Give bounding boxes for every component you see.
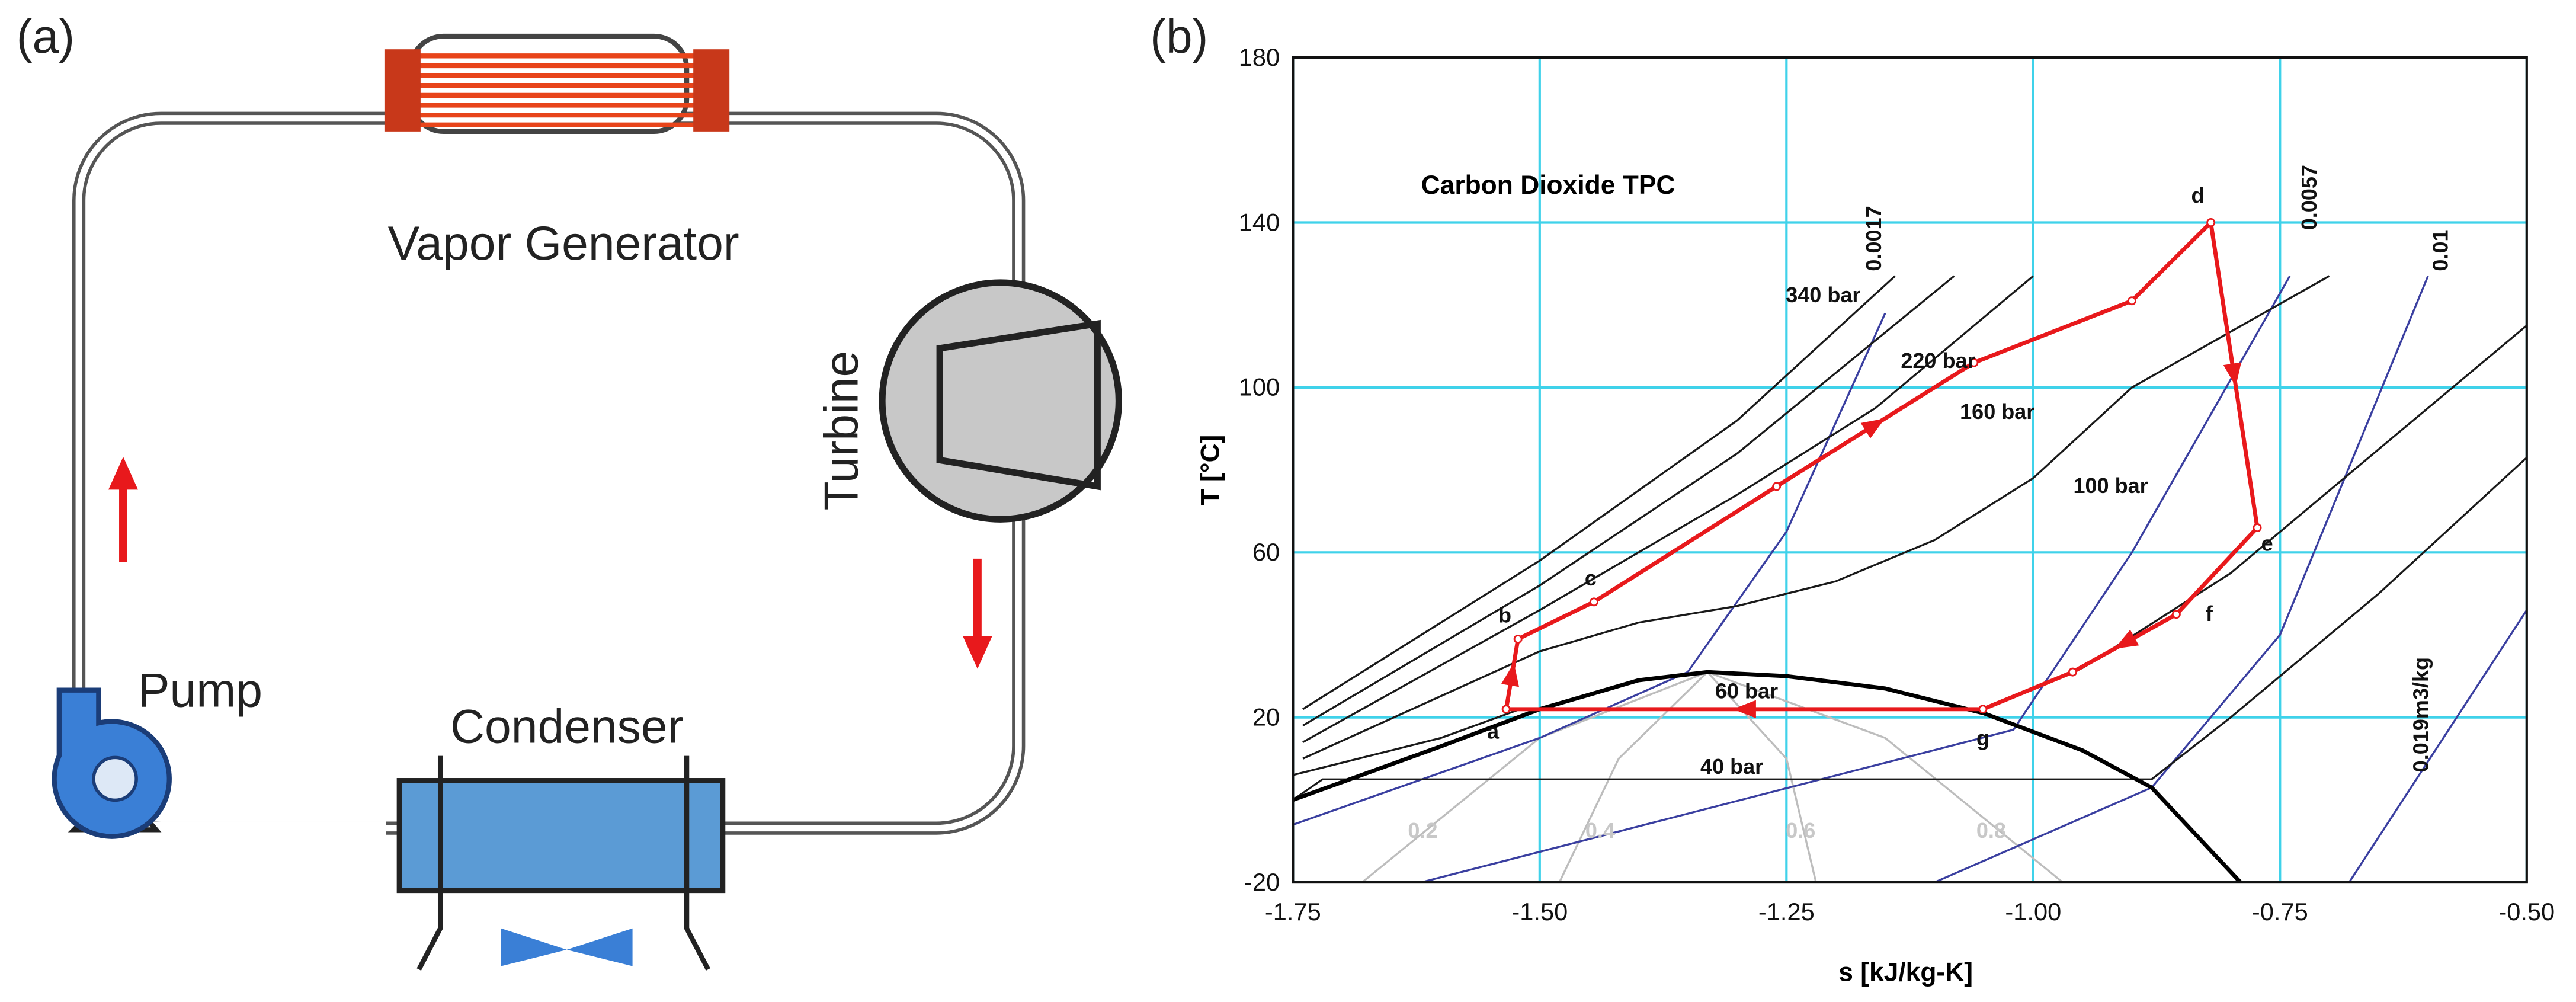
state-label: c (1585, 566, 1597, 590)
cycle-point (1969, 358, 1979, 367)
label: Condenser (450, 700, 683, 753)
flow-arrow (1733, 700, 1756, 719)
cycle-line (1504, 218, 2260, 712)
isobar (1302, 275, 1955, 726)
saturation-line (1293, 670, 2242, 883)
pump-eye (92, 755, 138, 802)
isobar (1293, 457, 2527, 801)
isoline-label: 0.0057 (2297, 165, 2321, 230)
panel-label: (b) (1150, 10, 1208, 63)
y-tick-label: 60 (1252, 538, 1280, 566)
panel-label: (a) (17, 10, 75, 63)
x-tick-label: -1.25 (1758, 898, 1815, 926)
y-tick-label: -20 (1244, 868, 1280, 896)
isoline-label: 0.2 (1408, 818, 1437, 843)
isobar (1302, 275, 1896, 710)
cycle-point (1589, 597, 1598, 607)
isobar (1302, 275, 2330, 760)
isoline-label: 220 bar (1901, 348, 1975, 373)
cycle-point (1772, 482, 1782, 491)
isoline-label: 340 bar (1786, 283, 1860, 307)
isoline-label: 0.019m3/kg (2408, 657, 2433, 772)
quality-line (1706, 671, 1817, 883)
x-tick-label: -0.75 (2252, 898, 2308, 926)
isoline-label: 100 bar (2073, 473, 2148, 498)
x-tick-label: -0.50 (2498, 898, 2555, 926)
cycle-point (2068, 667, 2077, 677)
y-tick-label: 100 (1239, 373, 1280, 401)
panel-b: (b) Carbon Dioxide TPC s [kJ/kg-K] T [°C… (1150, 10, 2555, 987)
chart-title: Carbon Dioxide TPC (1421, 171, 1675, 200)
label: Vapor Generator (388, 217, 739, 270)
flow-arrow (2223, 362, 2242, 387)
y-tick-label: 140 (1239, 208, 1280, 236)
plot-area (1293, 57, 2527, 883)
y-tick-label: 20 (1252, 703, 1280, 731)
isoline-label: 160 bar (1960, 399, 2034, 424)
isoline-label: 0.01 (2428, 229, 2453, 271)
y-axis-label: T [°C] (1196, 435, 1225, 505)
condenser (396, 778, 726, 894)
quality-line (1707, 671, 2064, 883)
generator-cap (384, 49, 421, 132)
cycle-point (1501, 705, 1511, 714)
isobar (1302, 275, 2034, 744)
isochore (1421, 276, 2291, 883)
isoline-label: 40 bar (1700, 754, 1763, 779)
cycle-point (2127, 296, 2136, 306)
cycle-point (2171, 610, 2181, 619)
flow-arrow (1501, 662, 1519, 687)
cycle-point (1978, 705, 1988, 714)
x-tick-label: -1.75 (1265, 898, 1321, 926)
state-label: e (2261, 531, 2273, 555)
state-label: b (1498, 603, 1511, 628)
cycle-point (2206, 217, 2216, 227)
state-label: f (2206, 601, 2213, 626)
isochore (1934, 276, 2429, 883)
flow-arrow (1860, 418, 1885, 438)
quality-line (1558, 671, 1709, 883)
x-tick-label: -1.50 (1511, 898, 1568, 926)
flow-arrow (2114, 629, 2139, 649)
generator-cap (693, 49, 730, 132)
cycle-point (2253, 523, 2262, 533)
isoline-label: 0.4 (1585, 818, 1615, 843)
label: Pump (138, 664, 262, 717)
cycle-point (1513, 634, 1523, 644)
isochore (2348, 609, 2527, 883)
turbine-blade (936, 319, 1101, 491)
y-tick-label: 180 (1239, 43, 1280, 71)
x-axis-label: s [kJ/kg-K] (1838, 958, 1973, 987)
quality-line (1361, 671, 1708, 883)
isoline-label: 0.6 (1786, 818, 1815, 843)
panel-a: (a) Vapor Generator Turbine Pump Condens… (17, 10, 1122, 971)
label: Turbine (815, 351, 868, 511)
state-label: d (2191, 183, 2205, 207)
condenser-legs (416, 755, 710, 971)
x-tick-label: -1.00 (2005, 898, 2061, 926)
isoline-label: 0.8 (1976, 818, 2006, 843)
state-label: a (1487, 719, 1500, 744)
fan (501, 928, 633, 966)
plot-frame (1292, 56, 2528, 884)
isoline-label: 0.0017 (1861, 206, 1886, 271)
isoline-label: 60 bar (1715, 679, 1778, 703)
state-label: g (1976, 726, 1989, 750)
flow-arrows (108, 456, 992, 669)
generator-tubes (394, 53, 723, 127)
